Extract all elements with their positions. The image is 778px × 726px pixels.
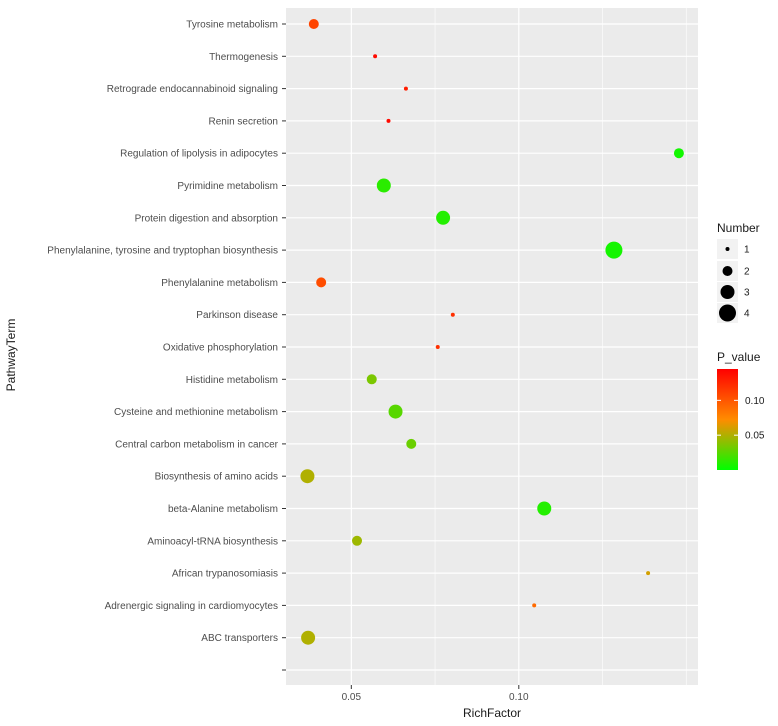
point-african-trypanosomiasis [646, 571, 651, 576]
point-beta-alanine-metabolism [537, 501, 552, 516]
legend-number-label-1: 1 [744, 245, 750, 256]
x-tick-label: 0.05 [342, 692, 362, 703]
y-tick-label-aminoacyl-trna-biosynthesis: Aminoacyl-tRNA biosynthesis [147, 536, 278, 547]
legend-number-label-4: 4 [744, 309, 750, 320]
legend-pvalue: P_value 0.10 0.05 [717, 350, 765, 470]
y-tick-label-abc-transporters: ABC transporters [201, 633, 278, 644]
y-tick-label-protein-digestion-and-absorption: Protein digestion and absorption [135, 213, 278, 224]
y-tick-label-phenylalanine-metabolism: Phenylalanine metabolism [161, 278, 278, 289]
legend-number-title: Number [717, 221, 760, 235]
point-abc-transporters [301, 630, 316, 645]
legend-pvalue-ticks: 0.10 0.05 [717, 396, 765, 442]
point-parkinson-disease [450, 312, 455, 317]
y-tick-label-phenylalanine-tyrosine-and-tryptophan-biosynthesis: Phenylalanine, tyrosine and tryptophan b… [47, 246, 278, 257]
point-renin-secretion [386, 118, 391, 123]
point-pyrimidine-metabolism [376, 178, 391, 193]
x-axis-title: RichFactor [463, 706, 521, 720]
y-tick-label-pyrimidine-metabolism: Pyrimidine metabolism [177, 181, 278, 192]
legend-number-key-4 [719, 304, 736, 322]
point-central-carbon-metabolism-in-cancer [406, 438, 417, 449]
y-tick-label-histidine-metabolism: Histidine metabolism [186, 375, 278, 386]
point-tyrosine-metabolism [308, 19, 319, 29]
point-retrograde-endocannabinoid-signaling [403, 86, 408, 91]
legend-pvalue-colorbar [717, 369, 738, 470]
grid-lines [286, 8, 698, 685]
y-tick-label-african-trypanosomiasis: African trypanosomiasis [172, 569, 278, 580]
point-histidine-metabolism [366, 374, 377, 385]
legend-pvalue-tick-label: 0.05 [745, 431, 765, 442]
y-tick-label-central-carbon-metabolism-in-cancer: Central carbon metabolism in cancer [115, 439, 279, 450]
point-phenylalanine-metabolism [316, 277, 327, 288]
point-oxidative-phosphorylation [435, 345, 440, 349]
point-regulation-of-lipolysis-in-adipocytes [673, 148, 684, 159]
y-tick-label-adrenergic-signaling-in-cardiomyocytes: Adrenergic signaling in cardiomyocytes [105, 601, 278, 612]
y-tick-label-beta-alanine-metabolism: beta-Alanine metabolism [168, 504, 278, 515]
point-protein-digestion-and-absorption [436, 210, 451, 225]
point-phenylalanine-tyrosine-and-tryptophan-biosynthesis [605, 241, 623, 259]
data-points [300, 19, 684, 645]
y-tick-label-oxidative-phosphorylation: Oxidative phosphorylation [163, 343, 278, 354]
legend-number-key-3 [720, 285, 735, 299]
legend-number-key-2 [722, 266, 733, 276]
y-tick-label-thermogenesis: Thermogenesis [209, 52, 278, 63]
legend-number-label-2: 2 [744, 267, 750, 278]
y-tick-label-parkinson-disease: Parkinson disease [196, 310, 278, 321]
legend-pvalue-tick-label: 0.10 [745, 396, 765, 407]
y-tick-label-regulation-of-lipolysis-in-adipocytes: Regulation of lipolysis in adipocytes [120, 149, 278, 160]
y-tick-label-tyrosine-metabolism: Tyrosine metabolism [186, 20, 278, 31]
y-tick-label-biosynthesis-of-amino-acids: Biosynthesis of amino acids [155, 472, 278, 483]
point-cysteine-and-methionine-metabolism [388, 404, 403, 419]
y-axis-tick-labels: Tyrosine metabolism Thermogenesis Retrogra… [47, 20, 278, 645]
y-tick-label-retrograde-endocannabinoid-signaling: Retrograde endocannabinoid signaling [107, 84, 278, 95]
point-aminoacyl-trna-biosynthesis [352, 535, 363, 546]
point-thermogenesis [373, 54, 378, 59]
legend-number-keys: 1 2 3 4 [717, 239, 750, 323]
point-biosynthesis-of-amino-acids [300, 469, 315, 484]
x-tick-label: 0.10 [509, 692, 529, 703]
legend-number-key-1 [725, 247, 730, 251]
legend-number: Number 1 2 3 4 [717, 221, 760, 323]
point-adrenergic-signaling-in-cardiomyocytes [532, 603, 537, 608]
legend-pvalue-title: P_value [717, 350, 761, 364]
y-axis-ticks [282, 23, 286, 671]
y-tick-label-cysteine-and-methionine-metabolism: Cysteine and methionine metabolism [114, 407, 278, 418]
y-axis-title: PathwayTerm [4, 319, 18, 392]
legend-number-label-3: 3 [744, 288, 750, 299]
x-axis-tick-labels: 0.05 0.10 [342, 685, 529, 703]
y-tick-label-renin-secretion: Renin secretion [209, 116, 278, 127]
